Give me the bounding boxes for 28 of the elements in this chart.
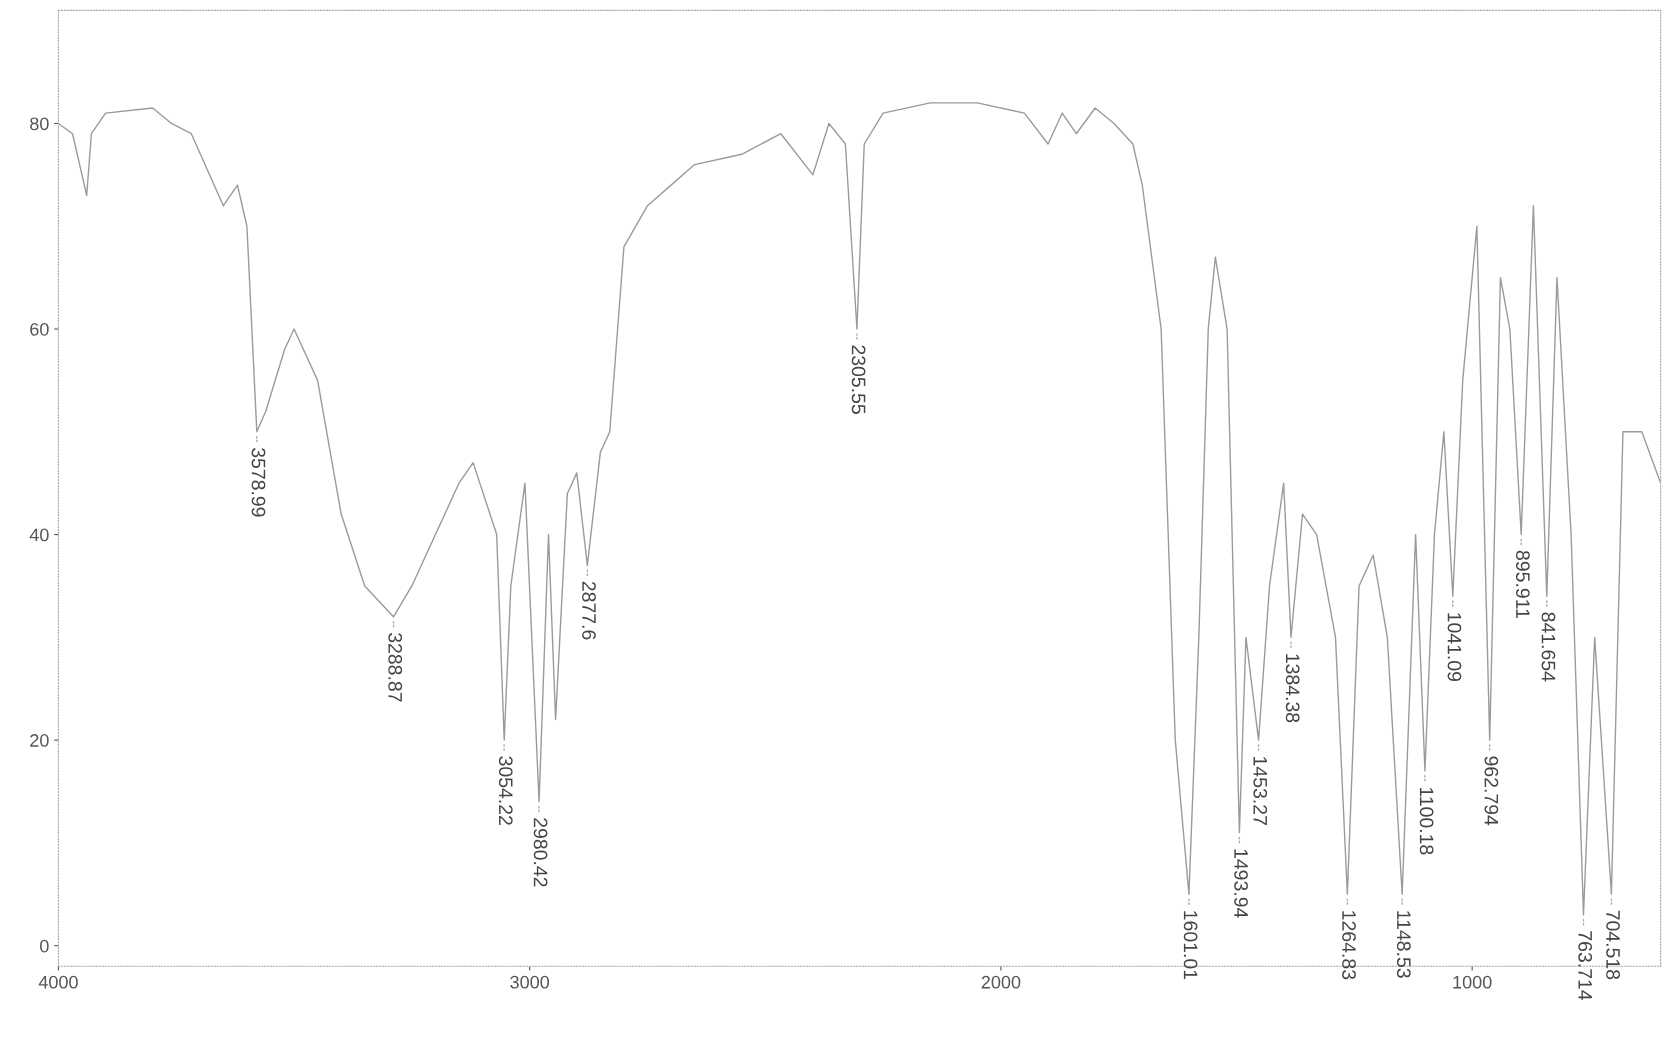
y-tick-label: 60 xyxy=(30,322,49,336)
x-tick-label: 3000 xyxy=(510,975,550,989)
annotation: 1601.01 xyxy=(1183,911,1198,980)
annotation: 3054.22 xyxy=(498,756,513,825)
annotation: 1041.09 xyxy=(1447,613,1462,682)
annotation: 1264.83 xyxy=(1342,911,1356,980)
annotation: 895.911 xyxy=(1515,550,1530,618)
x-tick-label: 2000 xyxy=(981,975,1021,989)
annotation: 704.518 xyxy=(1606,910,1620,980)
annotation: 962.794 xyxy=(1484,756,1499,826)
annotation: 763.714 xyxy=(1578,931,1593,1001)
y-tick-label: 20 xyxy=(30,734,49,747)
y-tick-label: 80 xyxy=(30,117,49,131)
y-tick-label: 40 xyxy=(29,528,49,542)
annotation: 1493.94 xyxy=(1234,849,1248,918)
x-tick-label: 1000 xyxy=(1453,975,1492,989)
annotation: 1453.27 xyxy=(1253,757,1268,825)
annotation: 2877.6 xyxy=(582,581,596,640)
annotation: 2305.55 xyxy=(851,345,866,414)
y-tick-label: 0 xyxy=(40,939,49,953)
annotation: 3578.99 xyxy=(251,447,266,517)
annotation: 2980.42 xyxy=(533,818,548,887)
annotation: 841.654 xyxy=(1541,612,1556,682)
x-tick-label: 4000 xyxy=(38,975,78,989)
annotation: 1100.18 xyxy=(1419,787,1434,855)
annotation: 1148.53 xyxy=(1396,911,1411,978)
annotation: 1384.38 xyxy=(1285,654,1300,723)
annotation: 3288.87 xyxy=(388,632,403,702)
